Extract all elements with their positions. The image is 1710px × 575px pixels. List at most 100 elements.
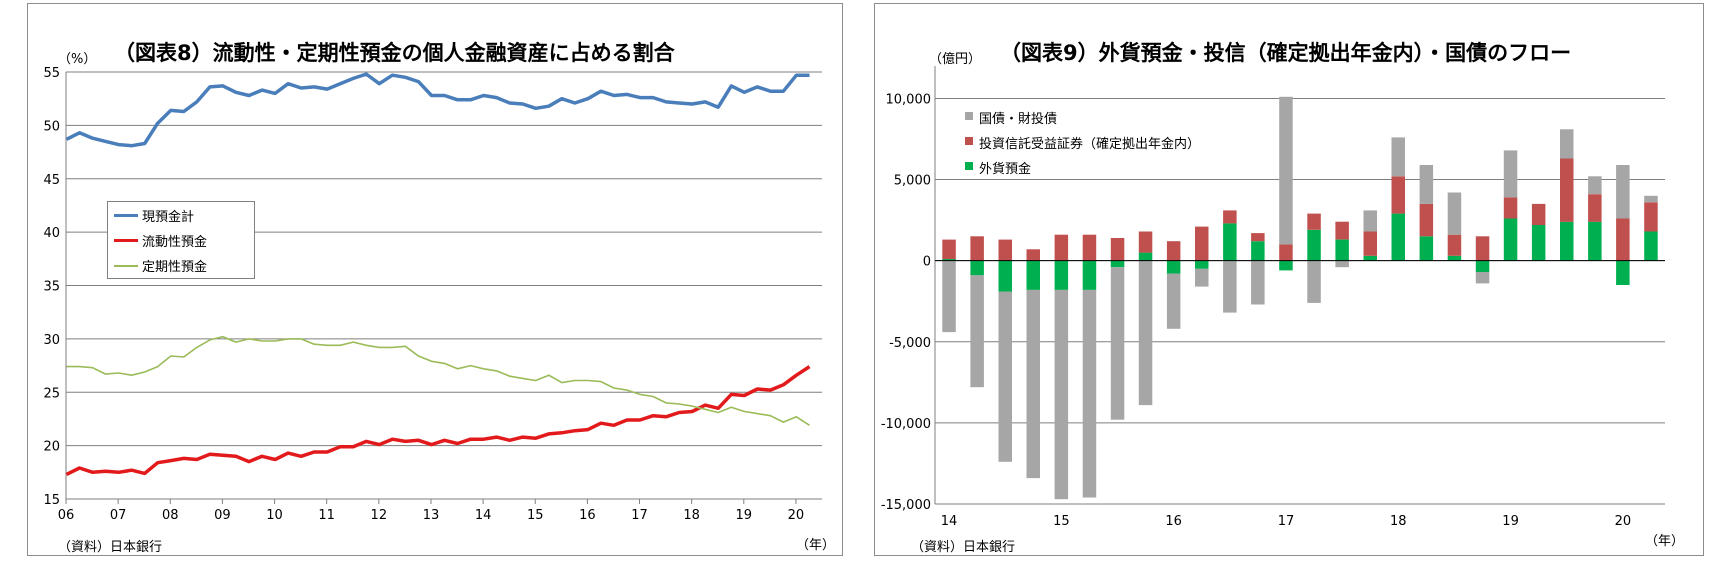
bar-inv-trust xyxy=(1223,210,1237,224)
bar-fx-deposit xyxy=(998,260,1012,292)
line-liquid-deposit xyxy=(65,365,811,476)
bar-inv-trust xyxy=(1110,238,1125,261)
bar-fx-deposit xyxy=(1616,260,1630,285)
y-tick-label: 55 xyxy=(43,66,60,81)
x-tick-label: 12 xyxy=(371,508,388,523)
bar-jgb xyxy=(1391,137,1405,177)
bar-inv-trust xyxy=(1026,249,1040,261)
bar-inv-trust xyxy=(1307,213,1321,230)
legend-swatch-inv-trust xyxy=(965,137,973,145)
x-tick-label: 18 xyxy=(683,508,700,523)
bar-jgb xyxy=(1138,260,1153,406)
bar-jgb xyxy=(1560,129,1574,159)
right-chart-title: （図表9）外貨預金・投信（確定拠出年金内）・国債のフロー xyxy=(1000,41,1572,65)
bar-fx-deposit xyxy=(1054,260,1069,290)
bar-fx-deposit xyxy=(1082,260,1097,290)
y-tick-label: -15,000 xyxy=(881,498,931,513)
line-time-deposit xyxy=(66,335,810,426)
left-chart-panel: （図表8）流動性・定期性預金の個人金融資産に占める割合 （%） （資料）日本銀行… xyxy=(27,3,843,556)
left-chart-unit: （%） xyxy=(58,52,97,67)
bar-inv-trust xyxy=(1419,203,1434,237)
bar-fx-deposit xyxy=(1251,241,1265,261)
bar-jgb xyxy=(1223,260,1237,313)
x-tick-label: 14 xyxy=(475,508,492,523)
bar-inv-trust xyxy=(1279,244,1293,261)
y-tick-label: 20 xyxy=(43,440,60,455)
bar-fx-deposit xyxy=(1279,260,1293,271)
legend-label-inv-trust: 投資信託受益証券（確定拠出年金内） xyxy=(979,137,1201,152)
bar-jgb xyxy=(1363,210,1377,232)
y-tick-label: 40 xyxy=(43,226,60,241)
bar-fx-deposit xyxy=(1335,239,1349,261)
bar-inv-trust xyxy=(1644,202,1658,232)
x-tick-label: 15 xyxy=(527,508,544,523)
y-tick-label: 30 xyxy=(43,333,60,348)
bar-jgb xyxy=(1644,195,1658,203)
x-tick-label: 19 xyxy=(1502,514,1519,529)
bar-inv-trust xyxy=(1335,221,1349,240)
bar-fx-deposit xyxy=(1475,260,1490,273)
bar-fx-deposit xyxy=(1447,255,1462,261)
bar-fx-deposit xyxy=(1026,260,1040,290)
bar-jgb xyxy=(1082,289,1097,498)
bar-fx-deposit xyxy=(1560,221,1574,261)
y-tick-label: 45 xyxy=(43,173,60,188)
y-tick-label: 15 xyxy=(43,493,60,508)
bar-jgb xyxy=(998,291,1012,462)
bar-inv-trust xyxy=(1138,231,1153,253)
y-tick-label: -5,000 xyxy=(889,336,931,351)
bar-fx-deposit xyxy=(1644,231,1658,261)
bar-fx-deposit xyxy=(1531,225,1546,261)
bar-jgb xyxy=(1195,268,1209,287)
legend-swatch-jgb xyxy=(965,112,973,120)
bar-inv-trust xyxy=(1391,176,1405,214)
bar-jgb xyxy=(1588,176,1602,195)
x-tick-label: 09 xyxy=(214,508,231,523)
bar-jgb xyxy=(1166,273,1181,329)
legend-label-time-deposit: 定期性預金 xyxy=(142,260,208,275)
bar-fx-deposit xyxy=(1110,260,1125,268)
bar-fx-deposit xyxy=(1588,221,1602,261)
x-tick-label: 13 xyxy=(423,508,440,523)
left-line-chart: 15 20 25 30 35 40 45 50 55 06 07 08 09 10 11 12 13 14 15 16… xyxy=(43,66,822,523)
bar-inv-trust xyxy=(1082,234,1097,261)
bar-fx-deposit xyxy=(942,259,956,261)
bar-jgb xyxy=(1616,165,1630,219)
bar-jgb xyxy=(1110,267,1125,420)
bar-fx-deposit xyxy=(1391,213,1405,261)
legend-label-liquid: 流動性預金 xyxy=(142,235,208,250)
bar-inv-trust xyxy=(1588,194,1602,222)
x-tick-label: 06 xyxy=(58,508,75,523)
right-bar-chart: -15,000 -10,000 -5,000 0 5,000 10,000 14 15 16 17… xyxy=(881,66,1665,529)
bar-jgb xyxy=(1279,96,1293,245)
bar-inv-trust xyxy=(1531,203,1546,225)
right-chart-unit: （億円） xyxy=(929,52,982,67)
bar-inv-trust xyxy=(1363,231,1377,256)
x-tick-label: 20 xyxy=(1615,514,1632,529)
x-tick-label: 07 xyxy=(110,508,127,523)
bar-fx-deposit xyxy=(1195,260,1209,269)
bar-fx-deposit xyxy=(1419,236,1434,261)
bar-jgb xyxy=(942,260,956,333)
legend-swatch-time-deposit xyxy=(114,265,138,267)
y-tick-label: -10,000 xyxy=(881,417,931,432)
y-tick-label: 5,000 xyxy=(894,174,931,189)
bar-inv-trust xyxy=(1503,197,1518,219)
x-tick-label: 11 xyxy=(318,508,335,523)
x-tick-label: 10 xyxy=(266,508,283,523)
x-tick-label: 14 xyxy=(941,514,958,529)
bar-fx-deposit xyxy=(1166,260,1181,274)
bar-inv-trust xyxy=(1054,234,1069,261)
x-tick-label: 08 xyxy=(162,508,179,523)
line-cash-total xyxy=(65,72,810,148)
bar-jgb xyxy=(1307,260,1321,303)
bar-inv-trust xyxy=(942,239,956,260)
bar-inv-trust xyxy=(998,239,1012,261)
x-tick-label: 16 xyxy=(579,508,596,523)
left-chart-year-unit: （年） xyxy=(796,538,836,553)
left-chart-source: （資料）日本銀行 xyxy=(58,540,163,555)
bar-jgb xyxy=(1054,289,1069,500)
bar-fx-deposit xyxy=(1307,229,1321,261)
bar-inv-trust xyxy=(970,236,984,261)
legend-label-fx-deposit: 外貨預金 xyxy=(979,162,1032,177)
